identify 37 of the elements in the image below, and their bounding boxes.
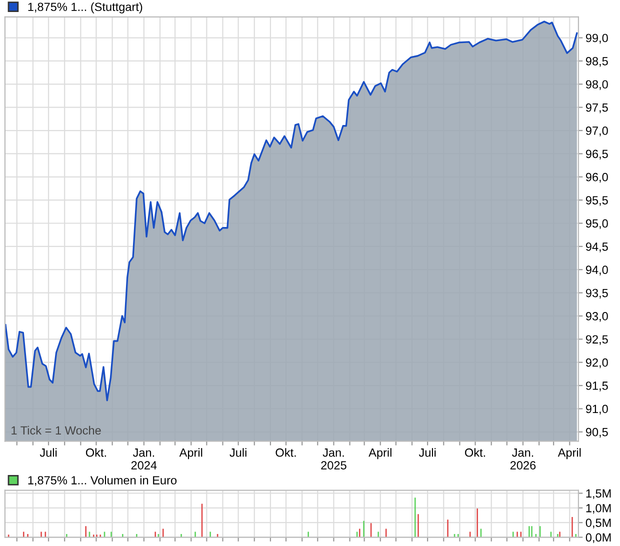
y-tick-label: 94,0 [586, 266, 608, 276]
y-tick-label: 91,0 [586, 404, 608, 414]
legend-label: 1,875% 1... (Stuttgart) [28, 2, 142, 14]
x-tick-label: April [368, 448, 392, 460]
y-tick-label: 95,0 [586, 219, 608, 230]
x-tick-label: April [558, 448, 581, 460]
y-tick-label: 95,5 [586, 196, 608, 206]
x-tick-label: Jan. 2024 [131, 448, 157, 470]
y-tick-label: 1,0M [586, 504, 611, 514]
y-tick-label: 97,0 [586, 126, 608, 136]
x-tick-label: Juli [230, 448, 246, 457]
x-tick-label: Okt. [465, 448, 486, 457]
x-tick-label: Juli [40, 448, 57, 457]
y-tick-label: 97,5 [586, 103, 608, 114]
y-tick-label: 0,0M [586, 533, 611, 544]
x-tick-label: Jan. 2026 [510, 448, 536, 470]
legend-label: 1,875% 1... Volumen in Euro [28, 476, 177, 486]
y-tick-label: 93,0 [586, 312, 608, 322]
annotation: 1 Tick = 1 Woche [12, 426, 101, 435]
y-tick-label: 93,5 [586, 288, 608, 299]
y-tick-label: 0,5M [586, 518, 611, 528]
x-tick-label: Jan. 2025 [321, 448, 346, 470]
y-tick-label: 91,5 [586, 382, 608, 392]
y-tick-label: 96,5 [586, 150, 608, 160]
x-tick-label: Juli [418, 448, 436, 457]
y-tick-label: 90,5 [586, 428, 608, 438]
y-tick-label: 98,0 [586, 80, 608, 90]
x-tick-label: April [179, 448, 202, 460]
x-tick-label: Okt. [276, 448, 296, 457]
y-tick-label: 94,5 [586, 242, 608, 252]
x-tick-label: Okt. [86, 448, 106, 457]
y-tick-label: 1,5M [586, 489, 611, 500]
y-tick-label: 98,5 [586, 57, 608, 67]
y-tick-label: 92,0 [586, 358, 608, 368]
y-tick-label: 99,0 [586, 34, 608, 44]
y-tick-label: 96,0 [586, 172, 608, 183]
y-tick-label: 92,5 [586, 335, 608, 345]
